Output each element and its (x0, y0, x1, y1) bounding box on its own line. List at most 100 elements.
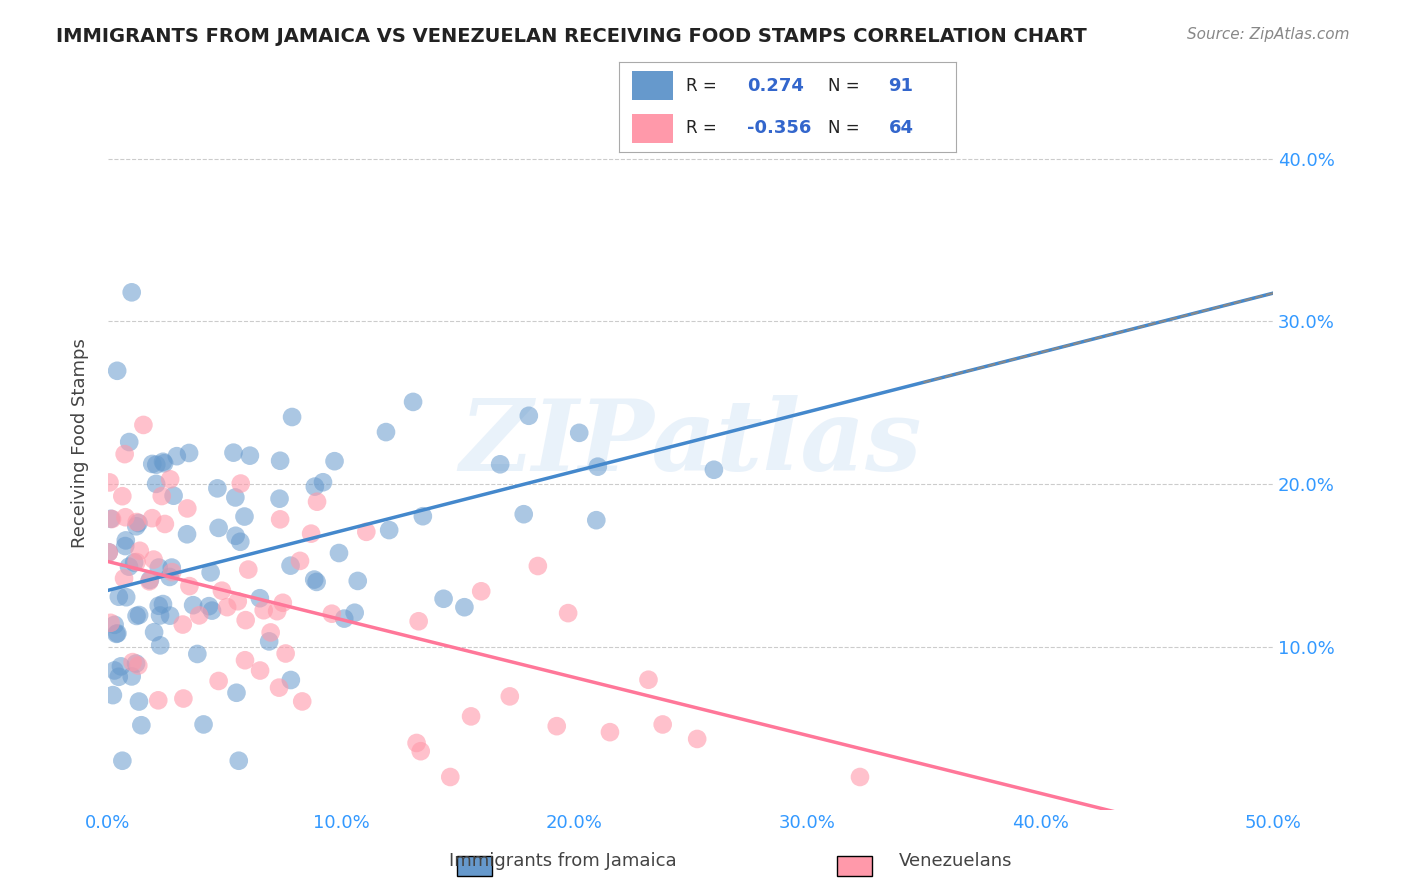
Immigrants from Jamaica (378, 523, 401, 537)
Immigrants from Jamaica (181, 598, 204, 612)
Immigrants from Jamaica (375, 425, 398, 439)
Immigrants from Jamaica (159, 570, 181, 584)
Immigrants from Jamaica (200, 566, 222, 580)
Immigrants from Jamaica (103, 664, 125, 678)
Immigrants from Jamaica (105, 627, 128, 641)
Immigrants from Jamaica (105, 364, 128, 378)
Immigrants from Jamaica (239, 449, 262, 463)
Immigrants from Jamaica (198, 599, 221, 614)
Text: Immigrants from Jamaica: Immigrants from Jamaica (449, 852, 676, 870)
Venezuelans (111, 489, 134, 503)
Venezuelans (112, 571, 135, 585)
Venezuelans (211, 583, 233, 598)
Immigrants from Jamaica (148, 599, 170, 613)
Text: R =: R = (686, 77, 717, 95)
Venezuelans (179, 579, 201, 593)
Immigrants from Jamaica (143, 625, 166, 640)
Venezuelans (637, 673, 659, 687)
Immigrants from Jamaica (568, 425, 591, 440)
Immigrants from Jamaica (104, 617, 127, 632)
Venezuelans (150, 489, 173, 503)
Text: IMMIGRANTS FROM JAMAICA VS VENEZUELAN RECEIVING FOOD STAMPS CORRELATION CHART: IMMIGRANTS FROM JAMAICA VS VENEZUELAN RE… (56, 27, 1087, 45)
Venezuelans (138, 574, 160, 589)
Venezuelans (132, 417, 155, 432)
FancyBboxPatch shape (633, 71, 672, 100)
Venezuelans (299, 526, 322, 541)
Immigrants from Jamaica (304, 480, 326, 494)
Venezuelans (153, 516, 176, 531)
Immigrants from Jamaica (229, 534, 252, 549)
Immigrants from Jamaica (323, 454, 346, 468)
Immigrants from Jamaica (177, 446, 200, 460)
Immigrants from Jamaica (512, 507, 534, 521)
Immigrants from Jamaica (412, 509, 434, 524)
Immigrants from Jamaica (225, 529, 247, 543)
Text: R =: R = (686, 120, 717, 137)
Venezuelans (266, 604, 288, 618)
Venezuelans (546, 719, 568, 733)
Immigrants from Jamaica (269, 454, 291, 468)
Venezuelans (98, 475, 121, 490)
Immigrants from Jamaica (105, 626, 128, 640)
Text: 64: 64 (889, 120, 914, 137)
Immigrants from Jamaica (127, 516, 149, 530)
Immigrants from Jamaica (152, 597, 174, 611)
Immigrants from Jamaica (402, 395, 425, 409)
Immigrants from Jamaica (305, 574, 328, 589)
Immigrants from Jamaica (346, 574, 368, 588)
Immigrants from Jamaica (257, 634, 280, 648)
Immigrants from Jamaica (453, 600, 475, 615)
Immigrants from Jamaica (107, 670, 129, 684)
Venezuelans (226, 594, 249, 608)
Immigrants from Jamaica (703, 463, 725, 477)
Venezuelans (557, 606, 579, 620)
Immigrants from Jamaica (176, 527, 198, 541)
Immigrants from Jamaica (201, 604, 224, 618)
Immigrants from Jamaica (100, 512, 122, 526)
Immigrants from Jamaica (121, 669, 143, 683)
Venezuelans (321, 607, 343, 621)
Venezuelans (686, 731, 709, 746)
Venezuelans (271, 596, 294, 610)
Immigrants from Jamaica (111, 754, 134, 768)
Venezuelans (172, 691, 194, 706)
Venezuelans (207, 673, 229, 688)
Text: ZIPatlas: ZIPatlas (460, 395, 922, 491)
Venezuelans (849, 770, 872, 784)
Immigrants from Jamaica (152, 455, 174, 469)
Immigrants from Jamaica (160, 560, 183, 574)
Venezuelans (141, 511, 163, 525)
Immigrants from Jamaica (343, 606, 366, 620)
Immigrants from Jamaica (148, 560, 170, 574)
Text: Source: ZipAtlas.com: Source: ZipAtlas.com (1187, 27, 1350, 42)
Venezuelans (127, 658, 149, 673)
Venezuelans (249, 664, 271, 678)
Venezuelans (188, 608, 211, 623)
Venezuelans (269, 512, 291, 526)
Immigrants from Jamaica (149, 639, 172, 653)
Venezuelans (160, 565, 183, 579)
Venezuelans (100, 615, 122, 630)
Venezuelans (288, 554, 311, 568)
Immigrants from Jamaica (97, 545, 120, 559)
Immigrants from Jamaica (312, 475, 335, 490)
Immigrants from Jamaica (333, 611, 356, 625)
Immigrants from Jamaica (207, 481, 229, 495)
Immigrants from Jamaica (149, 608, 172, 623)
Immigrants from Jamaica (432, 591, 454, 606)
Venezuelans (229, 476, 252, 491)
Immigrants from Jamaica (128, 607, 150, 622)
Immigrants from Jamaica (228, 754, 250, 768)
Venezuelans (260, 625, 283, 640)
Text: Venezuelans: Venezuelans (900, 852, 1012, 870)
Venezuelans (470, 584, 492, 599)
Venezuelans (409, 744, 432, 758)
Immigrants from Jamaica (114, 533, 136, 548)
Venezuelans (125, 515, 148, 529)
Venezuelans (142, 552, 165, 566)
Text: 91: 91 (889, 77, 914, 95)
Immigrants from Jamaica (249, 591, 271, 606)
Immigrants from Jamaica (586, 459, 609, 474)
Venezuelans (651, 717, 673, 731)
Immigrants from Jamaica (125, 609, 148, 624)
